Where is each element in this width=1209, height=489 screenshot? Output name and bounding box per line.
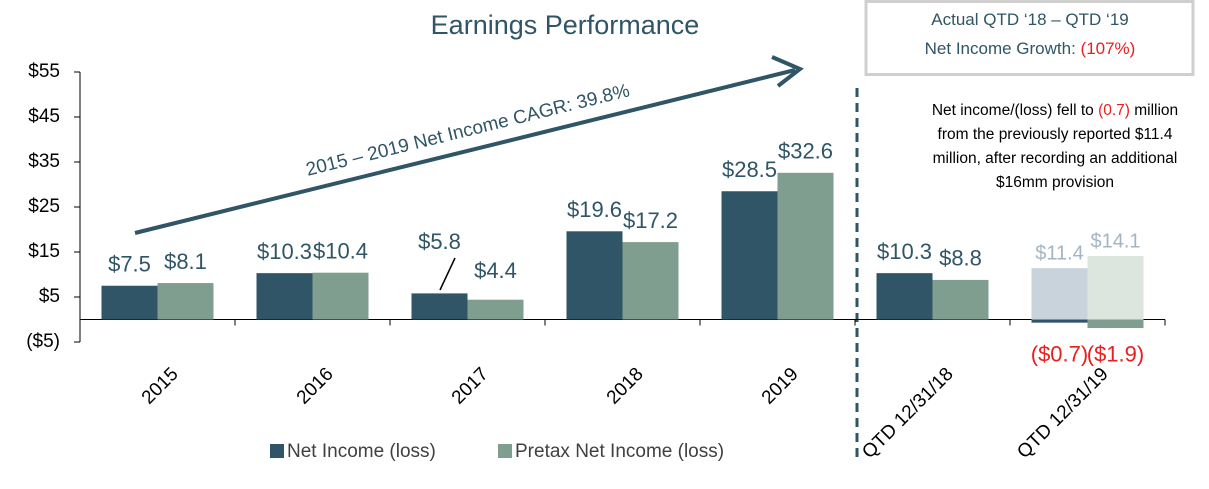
value-label: $32.6 [778, 139, 833, 164]
chart-title: Earnings Performance [431, 10, 700, 40]
value-label: $4.4 [474, 258, 517, 283]
bar [256, 273, 313, 320]
value-label: $10.3 [257, 239, 312, 264]
bar [876, 273, 933, 320]
bar [467, 299, 524, 320]
x-tick-label: 2018 [603, 364, 648, 409]
bar [1031, 268, 1088, 320]
cagr-label: 2015 – 2019 Net Income CAGR: 39.8% [304, 80, 632, 180]
value-label: $10.3 [877, 239, 932, 264]
value-label: $5.8 [418, 229, 461, 254]
bar [157, 283, 214, 320]
bar [1031, 319, 1088, 323]
growth-box-text-part: (107%) [1081, 39, 1136, 58]
x-tick-label: QTD 12/31/18 [858, 364, 957, 463]
legend-swatch [498, 444, 512, 458]
annotation-part: million, after recording an additional [933, 150, 1178, 167]
growth-box-text: Net Income Growth: (107%) [925, 39, 1136, 58]
annotation-part: (0.7) [1098, 102, 1130, 119]
value-label: $11.4 [1035, 242, 1084, 264]
annotation: Net income/(loss) fell to (0.7) million [932, 102, 1178, 119]
arrow-head [771, 55, 804, 88]
value-label: $7.5 [108, 252, 151, 277]
annotation-part: Net income/(loss) fell to [932, 102, 1098, 119]
bar [777, 172, 834, 320]
value-label: $8.1 [164, 249, 207, 274]
x-tick-label: 2016 [293, 364, 338, 409]
bar [721, 191, 778, 320]
legend-label: Net Income (loss) [287, 441, 436, 462]
bar [932, 279, 989, 320]
bar [101, 285, 158, 320]
value-label: $14.1 [1090, 230, 1140, 252]
y-tick-label: $25 [28, 196, 60, 217]
legend-swatch [270, 444, 284, 458]
bar [1087, 256, 1144, 320]
annotation: from the previously reported $11.4 [938, 126, 1173, 143]
growth-box-text-part: Net Income Growth: [925, 39, 1081, 58]
growth-box [864, 0, 1195, 76]
x-tick-label: 2017 [448, 364, 493, 409]
y-tick-label: $15 [28, 241, 60, 262]
value-label: $17.2 [623, 208, 678, 233]
x-tick-label: 2019 [758, 364, 803, 409]
bar [411, 293, 468, 320]
value-label: ($0.7) [1031, 341, 1088, 366]
growth-box-text: Actual QTD ‘18 – QTD ‘19 [931, 10, 1128, 29]
value-label: ($1.9) [1087, 341, 1144, 366]
y-tick-label: ($5) [26, 331, 60, 352]
bar [312, 272, 369, 320]
value-label: $19.6 [567, 197, 622, 222]
y-tick-label: $55 [28, 61, 60, 82]
leader-line [439, 257, 456, 291]
value-label: $10.4 [313, 239, 368, 264]
x-tick-label: 2015 [138, 364, 183, 409]
legend-label: Pretax Net Income (loss) [515, 441, 724, 462]
value-label: $28.5 [722, 157, 777, 182]
value-label: $8.8 [939, 246, 982, 271]
growth-box-text-part: Actual QTD ‘18 – QTD ‘19 [931, 10, 1128, 29]
x-tick-label: QTD 12/31/19 [1013, 364, 1112, 463]
annotation: $16mm provision [996, 174, 1114, 191]
bar [566, 231, 623, 320]
annotation: million, after recording an additional [933, 150, 1178, 167]
cagr-arrow [134, 68, 796, 235]
y-tick-label: $5 [39, 286, 60, 307]
y-tick-label: $45 [28, 106, 60, 127]
y-tick-label: $35 [28, 151, 60, 172]
annotation-part: from the previously reported $11.4 [938, 126, 1173, 143]
bar [1087, 319, 1144, 329]
annotation-part: million [1130, 102, 1178, 119]
bar [622, 242, 679, 320]
annotation-part: $16mm provision [996, 174, 1114, 191]
